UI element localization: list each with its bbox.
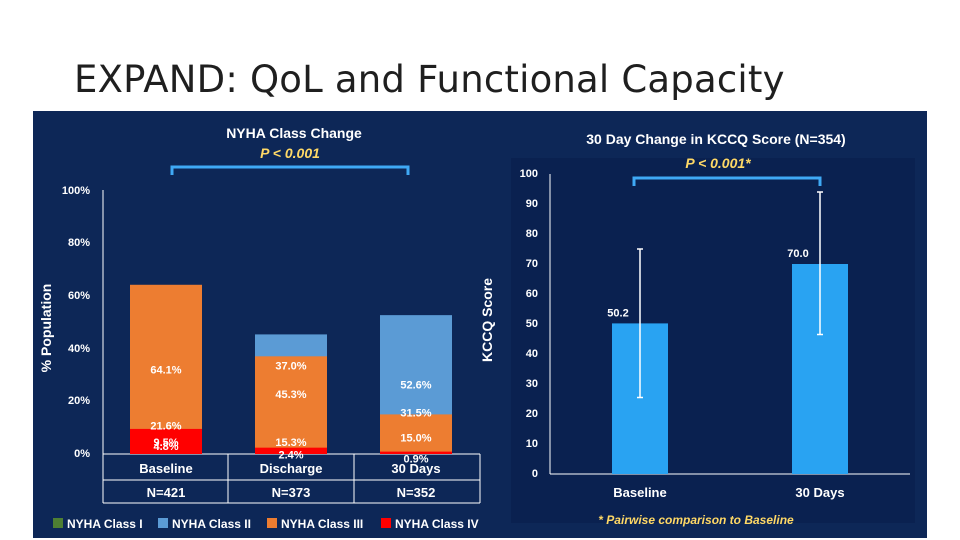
nyha-data-label: 37.0% xyxy=(275,360,306,372)
nyha-category-label: 30 Days xyxy=(391,461,440,476)
nyha-bar-class-iii xyxy=(130,284,202,454)
nyha-y-ticks: 0% 20% 40% 60% 80% 100% xyxy=(62,185,90,460)
kccq-y-tick: 90 xyxy=(526,198,538,210)
kccq-y-tick: 20 xyxy=(526,408,538,420)
legend-swatch-class-ii xyxy=(158,518,168,528)
nyha-bar-class-iii xyxy=(380,414,452,454)
nyha-data-label: 15.3% xyxy=(275,437,306,449)
nyha-data-labels: 4.8% 21.6% 64.1% 9.5% 15.3% 45.3% 37.0% 2.4% 31.… xyxy=(150,360,431,465)
nyha-y-tick: 40% xyxy=(68,343,90,355)
nyha-data-label: 52.6% xyxy=(400,380,431,392)
nyha-y-tick: 100% xyxy=(62,185,90,197)
kccq-y-axis-label: KCCQ Score xyxy=(479,278,495,362)
kccq-significance-bracket xyxy=(632,176,822,186)
legend-swatch-class-iii xyxy=(267,518,277,528)
kccq-category-label: Baseline xyxy=(613,485,666,500)
legend-label-class-iv: NYHA Class IV xyxy=(395,517,479,531)
nyha-title: NYHA Class Change xyxy=(226,125,362,141)
nyha-legend: NYHA Class I NYHA Class II NYHA Class II… xyxy=(53,517,479,531)
nyha-category-label: Discharge xyxy=(260,461,323,476)
legend-label-class-ii: NYHA Class II xyxy=(172,517,251,531)
nyha-data-label: 4.8% xyxy=(153,441,178,453)
kccq-y-tick: 80 xyxy=(526,228,538,240)
nyha-data-label: 9.5% xyxy=(153,437,178,449)
kccq-value-label: 50.2 xyxy=(607,307,628,319)
nyha-bars xyxy=(130,284,452,454)
kccq-footnote: * Pairwise comparison to Baseline xyxy=(598,513,794,527)
kccq-y-ticks: 0 10 20 30 40 50 60 70 80 90 100 xyxy=(520,168,538,480)
nyha-y-tick: 60% xyxy=(68,290,90,302)
nyha-data-label: 15.0% xyxy=(400,432,431,444)
nyha-data-label: 0.9% xyxy=(403,454,428,466)
nyha-n-label: N=421 xyxy=(147,485,186,500)
nyha-significance-bracket xyxy=(170,165,410,175)
nyha-y-tick: 0% xyxy=(74,448,90,460)
kccq-p-value: P < 0.001* xyxy=(685,155,751,171)
nyha-bar-class-iv xyxy=(255,447,327,454)
legend-label-class-iii: NYHA Class III xyxy=(281,517,363,531)
legend-swatch-class-iv xyxy=(381,518,391,528)
kccq-title: 30 Day Change in KCCQ Score (N=354) xyxy=(586,131,845,147)
nyha-bar-class-iv xyxy=(130,428,202,454)
legend-swatch-class-i xyxy=(53,518,63,528)
kccq-category-label: 30 Days xyxy=(795,485,844,500)
kccq-value-label: 70.0 xyxy=(787,248,808,260)
nyha-data-label: 45.3% xyxy=(275,389,306,401)
kccq-axes xyxy=(549,174,910,475)
kccq-error-bar xyxy=(637,248,643,399)
kccq-y-tick: 50 xyxy=(526,318,538,330)
nyha-n-label: N=373 xyxy=(272,485,311,500)
kccq-y-tick: 30 xyxy=(526,378,538,390)
kccq-y-tick: 40 xyxy=(526,348,538,360)
nyha-data-label: 2.4% xyxy=(278,450,303,462)
legend-label-class-i: NYHA Class I xyxy=(67,517,143,531)
kccq-y-tick: 10 xyxy=(526,438,538,450)
nyha-data-label: 31.5% xyxy=(400,407,431,419)
nyha-y-tick: 20% xyxy=(68,395,90,407)
nyha-data-label: 64.1% xyxy=(150,364,181,376)
nyha-y-axis-label: % Population xyxy=(38,284,54,373)
nyha-category-label: Baseline xyxy=(139,461,192,476)
nyha-y-tick: 80% xyxy=(68,237,90,249)
kccq-error-bar xyxy=(817,191,823,336)
nyha-data-label: 21.6% xyxy=(150,420,181,432)
nyha-n-label: N=352 xyxy=(397,485,436,500)
kccq-background xyxy=(511,158,915,523)
nyha-p-value: P < 0.001 xyxy=(260,145,320,161)
kccq-y-tick: 70 xyxy=(526,258,538,270)
nyha-bar-class-iii xyxy=(255,356,327,454)
kccq-y-tick: 100 xyxy=(520,168,538,180)
kccq-bars: 50.2 70.0 xyxy=(607,191,848,474)
slide-title: EXPAND: QoL and Functional Capacity xyxy=(74,58,785,101)
kccq-y-tick: 0 xyxy=(532,468,538,480)
nyha-axes xyxy=(102,190,481,504)
nyha-bar-class-iv xyxy=(380,451,452,454)
kccq-y-tick: 60 xyxy=(526,288,538,300)
